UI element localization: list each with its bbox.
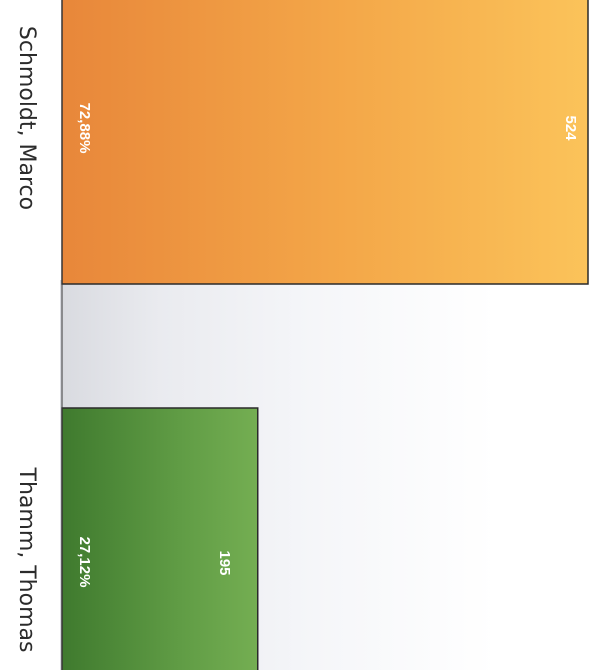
category-label-2: Thamm, Thomas (14, 467, 39, 653)
percentage-label-2: 27,12% (76, 537, 93, 588)
value-label-2: 195 (216, 550, 233, 575)
percentage-label-1: 72,88% (76, 103, 93, 154)
bar-2 (61, 407, 259, 670)
category-label-1: Schmoldt, Marco (14, 26, 39, 210)
value-label-1: 524 (562, 115, 579, 141)
bar-1 (61, 0, 589, 285)
